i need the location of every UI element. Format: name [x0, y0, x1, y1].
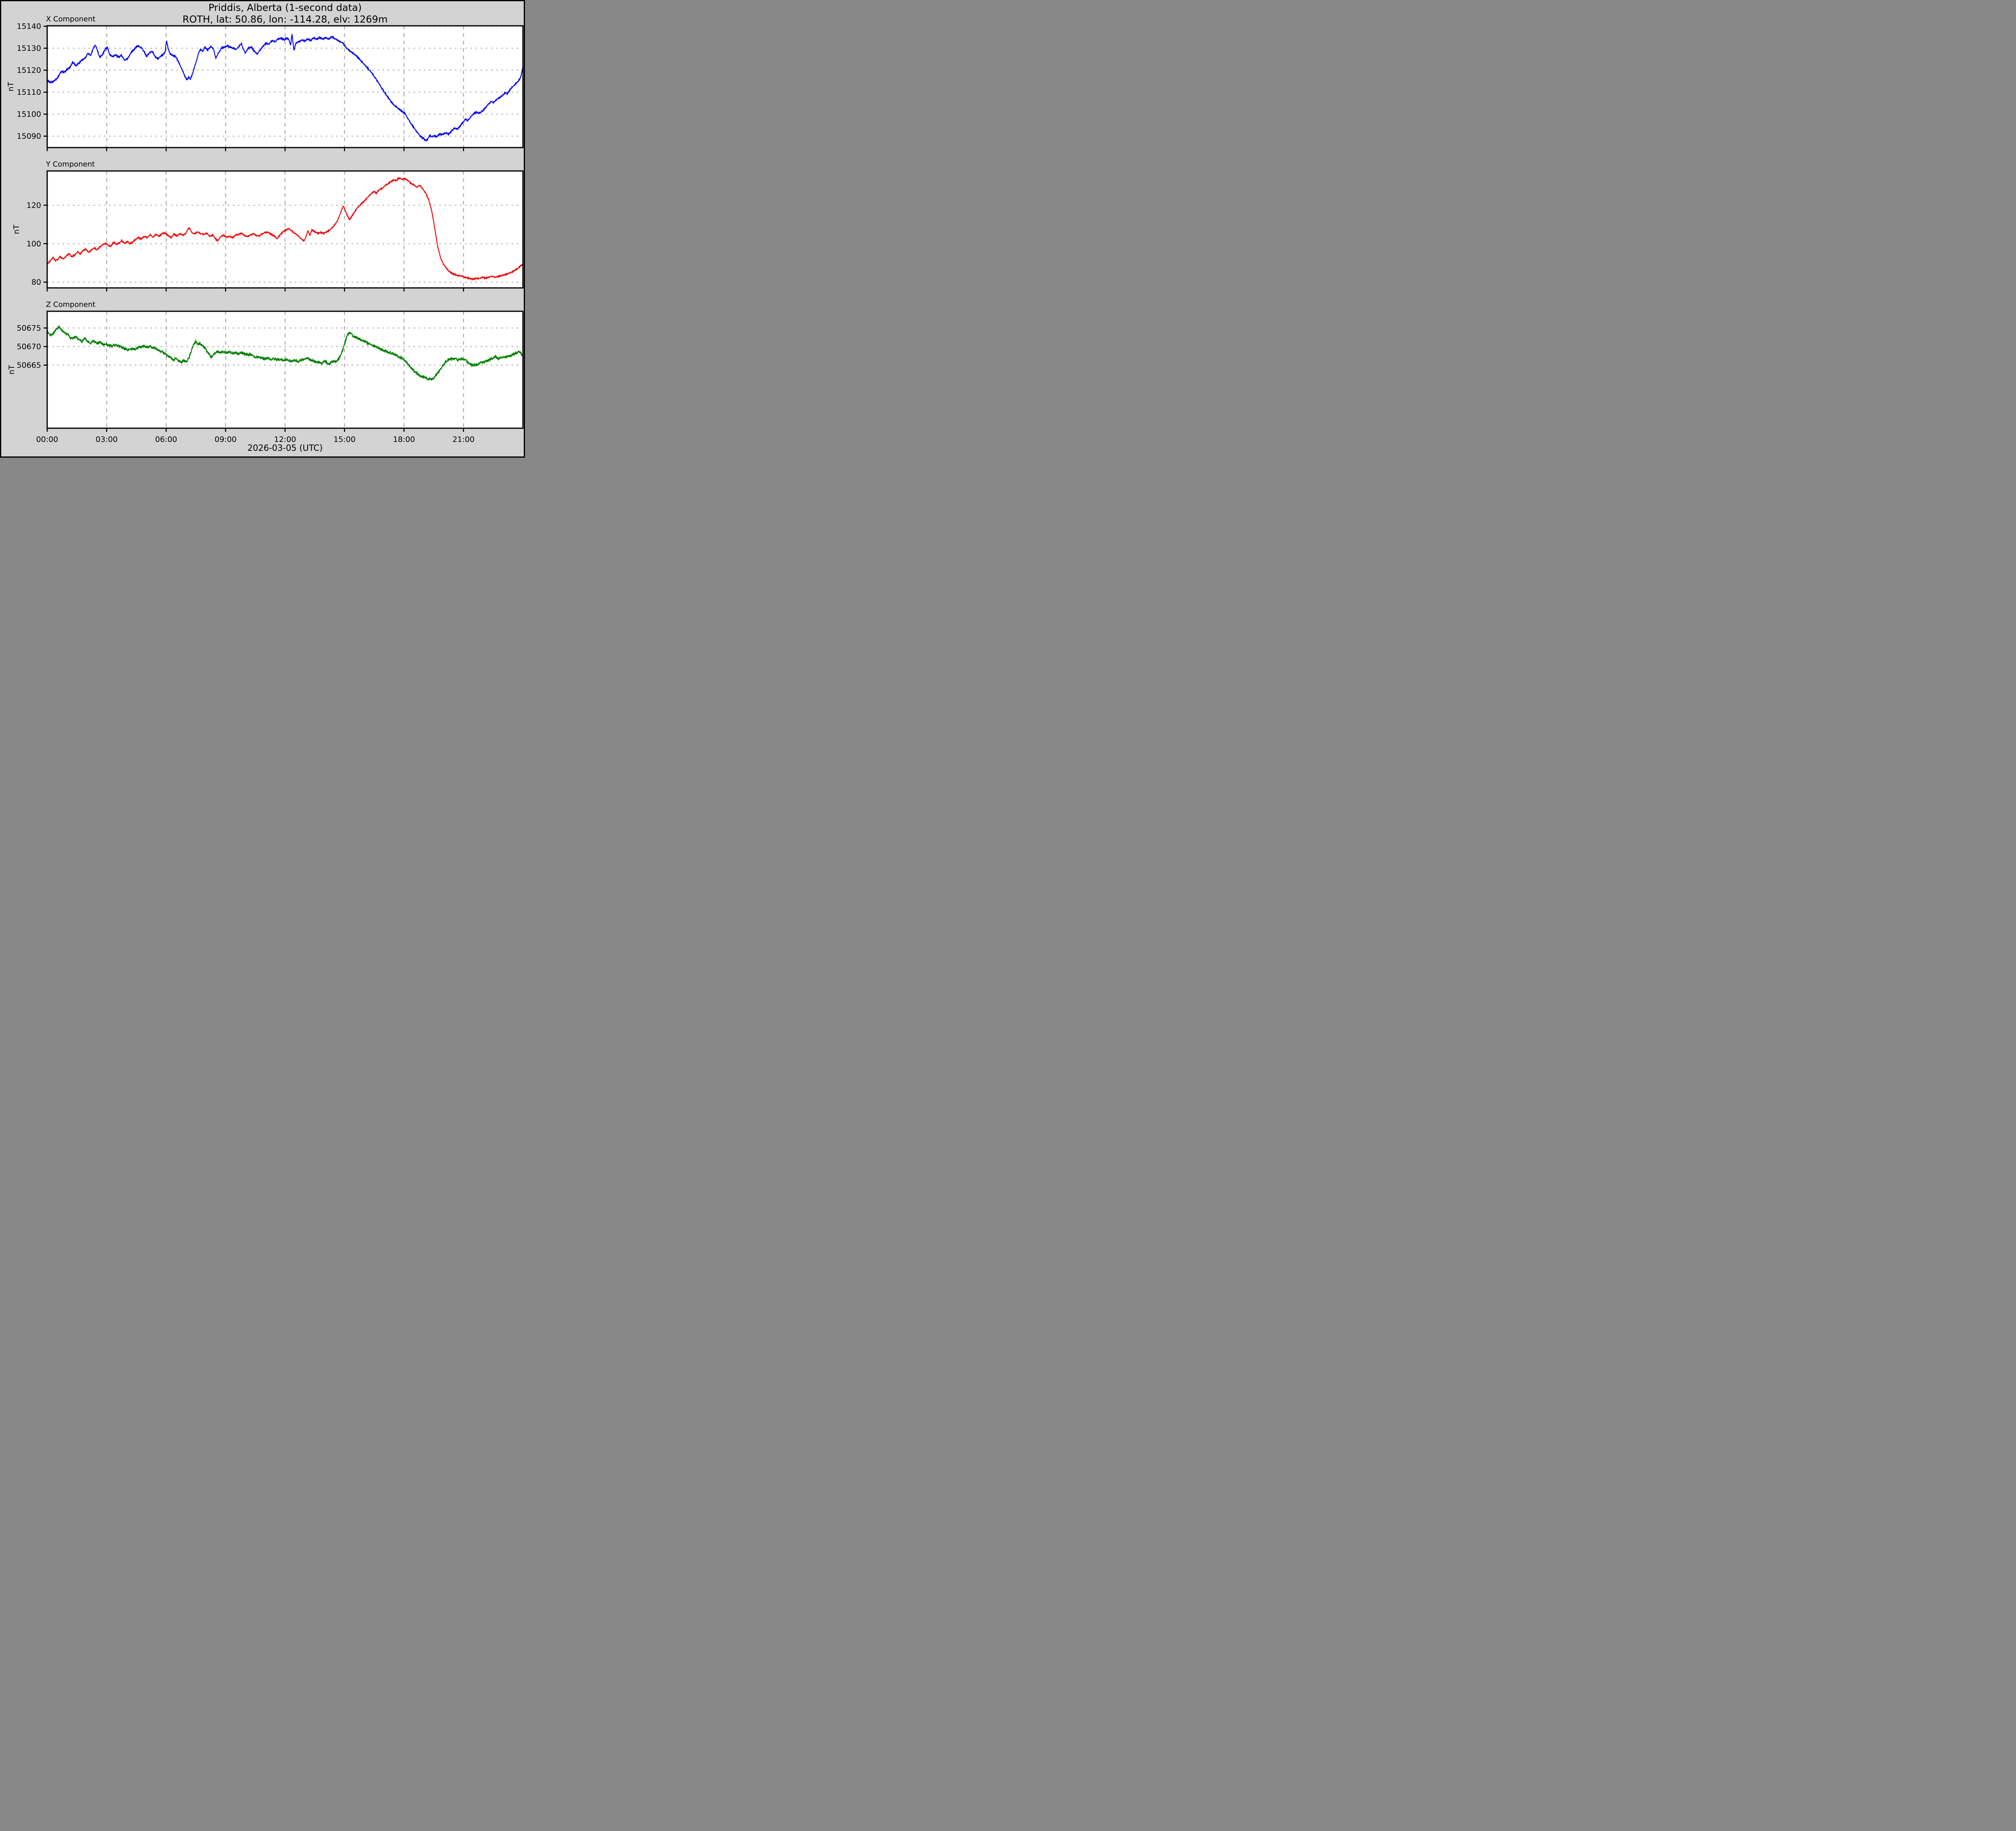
figure: 15090 15100 15110 15120 15130 15140 80 100 120 50… [0, 0, 525, 458]
x-tick-label: 00:00 [36, 435, 58, 444]
x-tick-label: 21:00 [452, 435, 475, 444]
figure-title-line1: Priddis, Alberta (1-second data) [208, 2, 362, 13]
y-tick-label: 15090 [17, 132, 41, 141]
panel-title-x-component: X Component [46, 15, 96, 23]
x-tick-label: 15:00 [333, 435, 356, 444]
y-tick-label: 15110 [17, 88, 41, 97]
panel-title-y-component: Y Component [46, 160, 95, 169]
series-line-x-component [47, 33, 523, 142]
y-tick-label: 15100 [17, 110, 41, 119]
y-tick-label: 15130 [17, 44, 41, 53]
y-tick-label: 100 [27, 240, 41, 248]
y-tick-label: 50670 [17, 342, 41, 351]
x-tick-label: 06:00 [155, 435, 177, 444]
panel-title-z-component: Z Component [46, 300, 96, 309]
y-tick-label: 120 [27, 201, 41, 210]
y-axis-label-z-panel: nT [7, 365, 16, 375]
x-tick-label: 09:00 [215, 435, 237, 444]
y-axis-label-y-panel: nT [12, 225, 21, 234]
plot-canvas: 15090 15100 15110 15120 15130 15140 80 100 120 50… [17, 22, 524, 444]
y-axis-label-x-panel: nT [6, 82, 15, 92]
x-tick-label: 18:00 [393, 435, 415, 444]
x-tick-label: 12:00 [274, 435, 296, 444]
y-tick-label: 50675 [17, 324, 41, 333]
figure-title-line2: ROTH, lat: 50.86, lon: -114.28, elv: 126… [182, 14, 388, 25]
series-line-z-component [47, 324, 523, 381]
x-tick-label: 03:00 [96, 435, 118, 444]
figure-title: Priddis, Alberta (1-second data) ROTH, l… [47, 2, 523, 25]
y-tick-label: 15120 [17, 66, 41, 75]
x-axis-label: 2026-03-05 (UTC) [247, 443, 323, 453]
y-tick-label: 15140 [17, 22, 41, 31]
y-tick-label: 50665 [17, 361, 41, 370]
series-line-y-component [47, 177, 523, 281]
y-tick-label: 80 [31, 278, 41, 287]
